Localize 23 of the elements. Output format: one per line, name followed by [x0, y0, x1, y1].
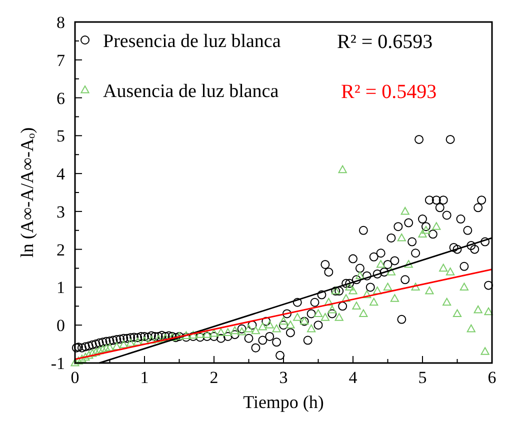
y-tick-label: 1	[56, 278, 65, 298]
y-tick-label: -1	[50, 354, 65, 373]
x-tick-label: 1	[140, 368, 149, 387]
x-tick-label: 0	[70, 368, 80, 387]
x-tick-label: 4	[348, 368, 358, 387]
y-tick-label: 0	[56, 316, 65, 336]
annotation: R² = 0.5493	[341, 81, 437, 103]
y-tick-label: 8	[56, 13, 65, 32]
x-tick-label: 5	[418, 368, 427, 387]
y-tick-label: 7	[56, 50, 66, 70]
y-tick-label: 4	[56, 164, 66, 184]
y-tick-label: 5	[56, 126, 65, 146]
annotation: R² = 0.6593	[337, 31, 433, 53]
x-tick-label: 3	[279, 368, 288, 387]
y-axis-title: ln (A∞-A/A∞-Aₒ)	[17, 127, 37, 258]
y-tick-label: 2	[56, 240, 65, 260]
y-tick-label: 6	[56, 88, 65, 108]
x-tick-label: 6	[488, 368, 496, 387]
x-axis-title: Tiempo (h)	[243, 392, 324, 412]
y-tick-label: 3	[56, 202, 65, 222]
x-tick-label: 2	[210, 368, 218, 387]
legend-label: Presencia de luz blanca	[103, 31, 282, 52]
legend-label: Ausencia de luz blanca	[103, 81, 280, 102]
